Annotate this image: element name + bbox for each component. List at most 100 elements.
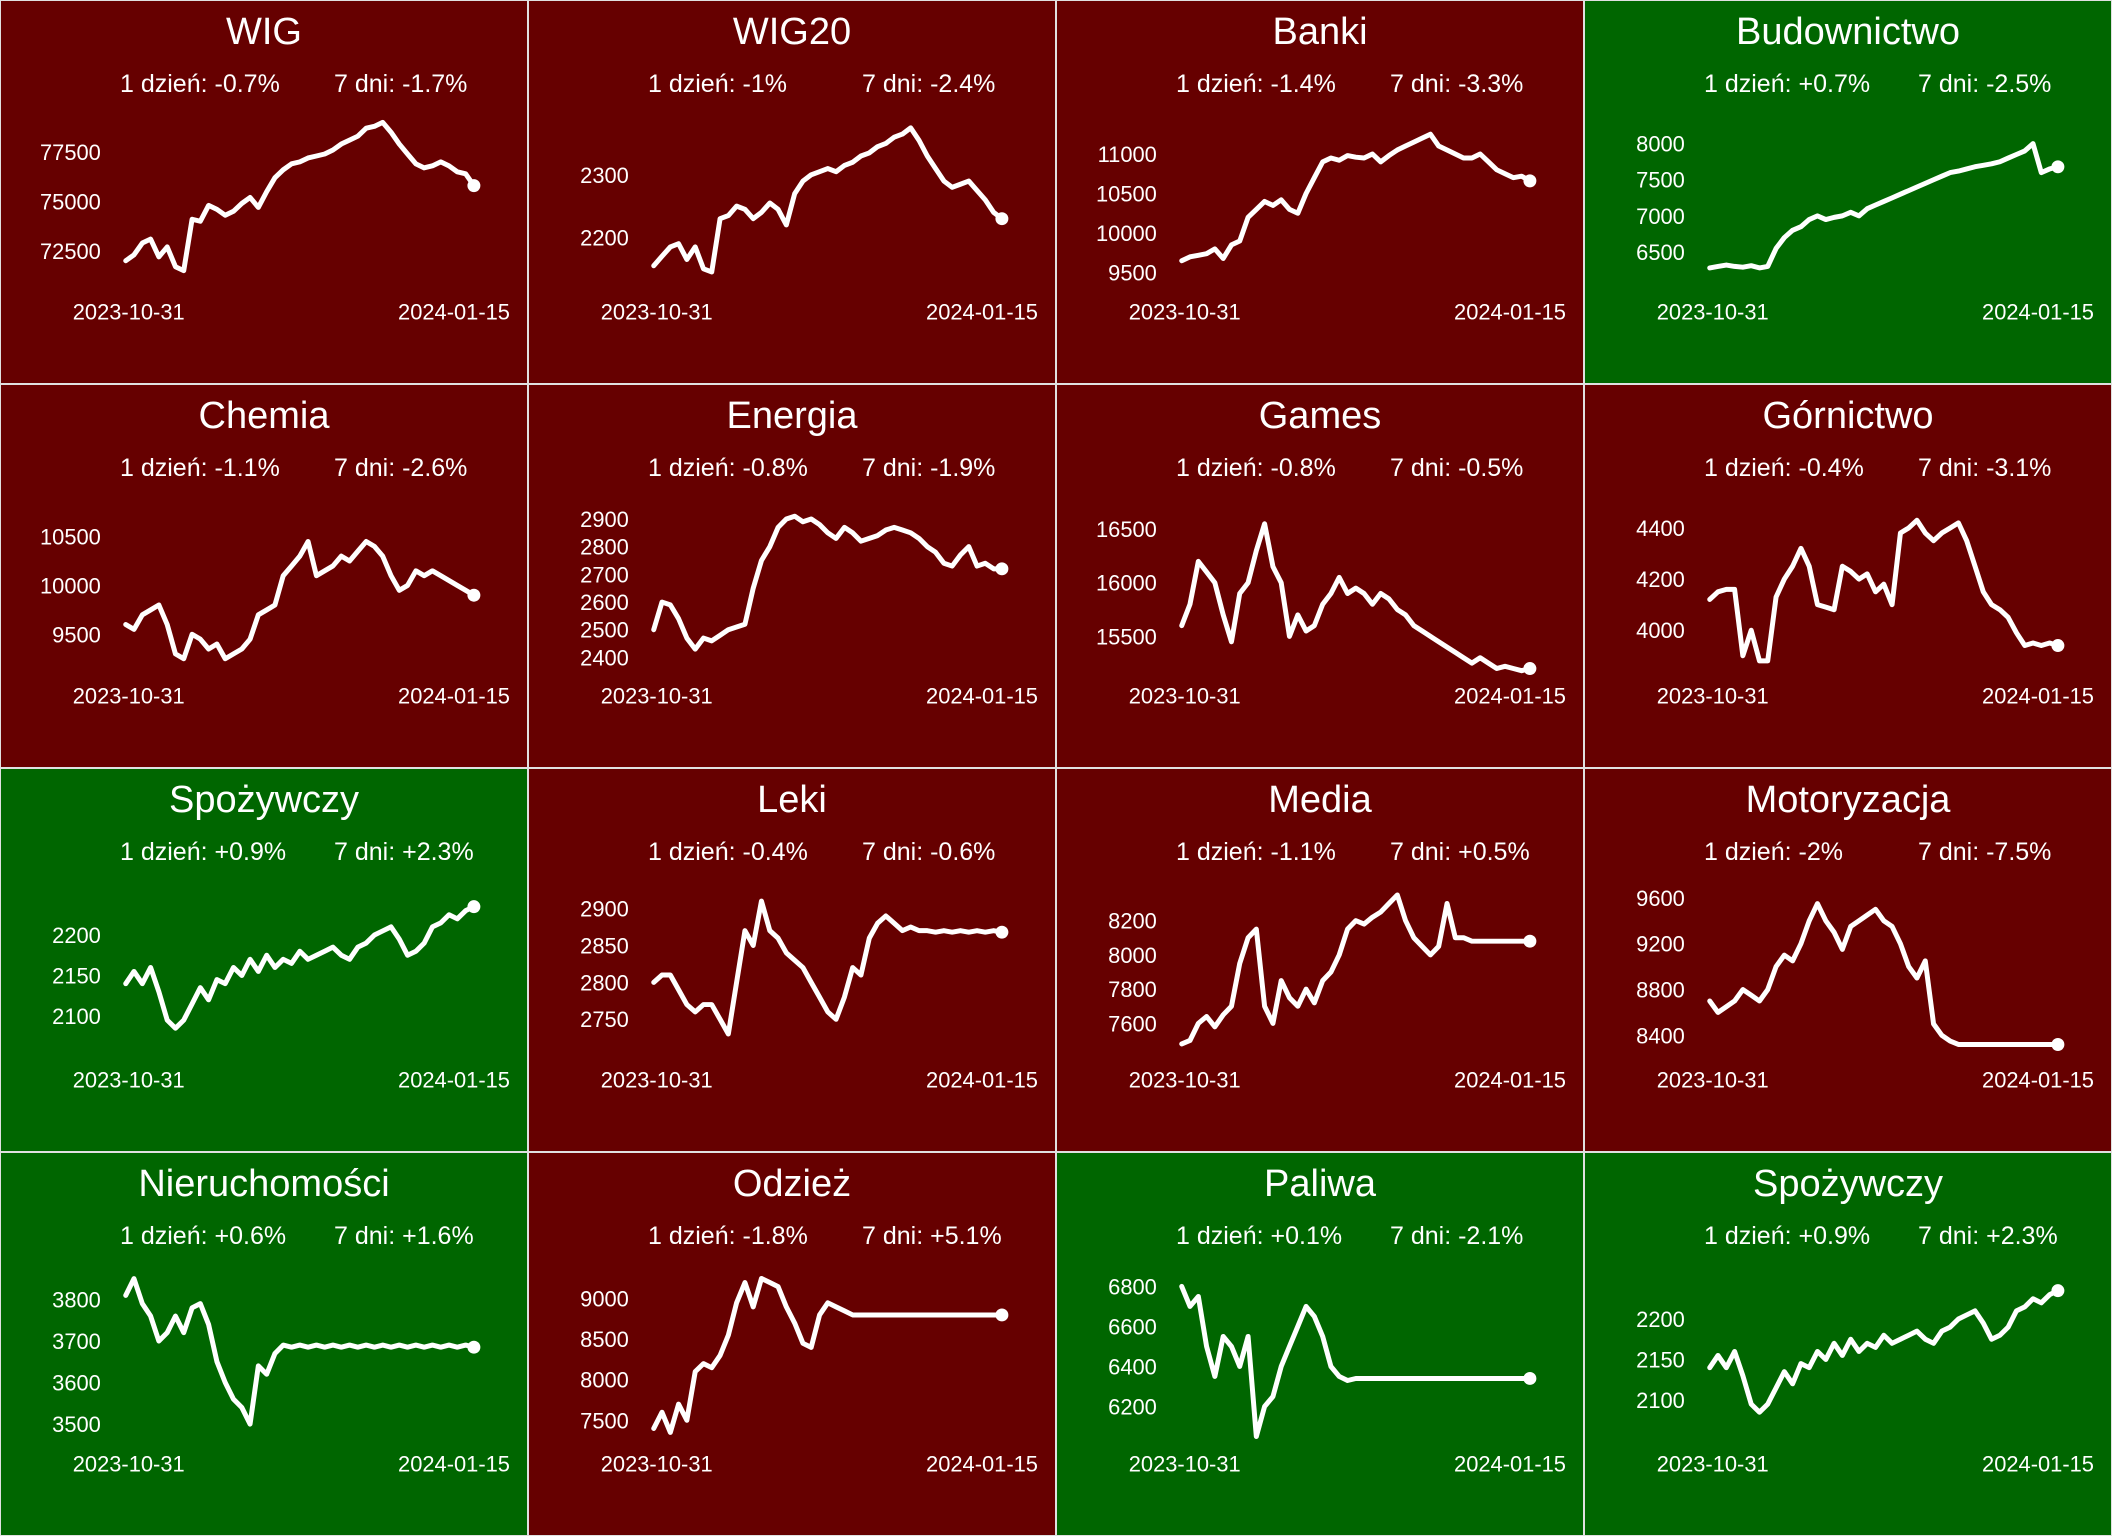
sector-panel: Media 1 dzień: -1.1% 7 dni: +0.5% 7600 7800 8… [1056, 768, 1584, 1152]
sector-panel: Leki 1 dzień: -0.4% 7 dni: -0.6% 2750 2800 28… [528, 768, 1056, 1152]
y-tick-label: 11000 [1098, 142, 1157, 167]
y-tick-label: 2200 [580, 225, 629, 250]
x-start-label: 2023-10-31 [601, 1451, 713, 1476]
series-line [651, 1275, 1005, 1435]
x-start-label: 2023-10-31 [1129, 683, 1241, 708]
last-point-marker [1523, 174, 1537, 188]
day-change: 1 dzień: -1.4% [1176, 70, 1336, 98]
y-tick-label: 4200 [1636, 567, 1685, 592]
y-tick-label: 6200 [1108, 1394, 1157, 1419]
y-tick-label: 2750 [580, 1007, 629, 1032]
line-chart: 6500 7000 7500 8000 2023-10-31 2024-01-15 [1636, 132, 2094, 325]
line-chart: 2750 2800 2850 2900 2023-10-31 2024-01-15 [580, 896, 1038, 1092]
day-change: 1 dzień: +0.1% [1176, 1222, 1343, 1250]
day-change: 1 dzień: -1.1% [1176, 838, 1336, 866]
y-tick-label: 72500 [40, 239, 101, 264]
line-chart: 4000 4200 4400 2023-10-31 2024-01-15 [1636, 516, 2094, 708]
x-start-label: 2023-10-31 [601, 299, 713, 324]
x-start-label: 2023-10-31 [1657, 299, 1769, 324]
sector-panel: Games 1 dzień: -0.8% 7 dni: -0.5% 15500 1600… [1056, 384, 1584, 768]
last-point-marker [1523, 662, 1537, 675]
day-change: 1 dzień: +0.9% [1704, 1222, 1871, 1250]
panel-title: Budownictwo [1736, 11, 1960, 53]
week-change: 7 dni: +2.3% [334, 838, 474, 866]
series-line [1179, 1283, 1533, 1440]
y-tick-label: 2900 [580, 896, 629, 921]
panel-title: Górnictwo [1762, 395, 1934, 437]
panel-title: Nieruchomości [138, 1163, 390, 1205]
x-start-label: 2023-10-31 [601, 1067, 713, 1092]
day-change: 1 dzień: -0.4% [648, 838, 808, 866]
series-line [1707, 901, 2061, 1047]
x-end-label: 2024-01-15 [1982, 683, 2094, 708]
x-end-label: 2024-01-15 [926, 1067, 1038, 1092]
x-start-label: 2023-10-31 [73, 299, 185, 324]
y-tick-label: 9000 [580, 1287, 629, 1312]
last-point-marker [467, 588, 481, 602]
line-chart: 2100 2150 2200 2023-10-31 2024-01-15 [52, 900, 510, 1092]
week-change: 7 dni: +1.6% [334, 1222, 474, 1250]
y-tick-label: 8200 [1108, 909, 1157, 934]
panel-title: WIG [226, 11, 302, 53]
week-change: 7 dni: -3.3% [1390, 70, 1524, 98]
y-tick-label: 8000 [1636, 132, 1685, 157]
x-start-label: 2023-10-31 [73, 1067, 185, 1092]
last-point-marker [467, 1340, 481, 1354]
series-line [1707, 517, 2061, 664]
y-tick-label: 10000 [1096, 221, 1157, 246]
series-line [123, 1276, 477, 1427]
panel-title: Motoryzacja [1745, 779, 1951, 821]
line-chart: 15500 16000 16500 2023-10-31 2024-01-15 [1096, 517, 1566, 708]
x-end-label: 2024-01-15 [926, 299, 1038, 324]
x-start-label: 2023-10-31 [1657, 1451, 1769, 1476]
x-end-label: 2024-01-15 [926, 1451, 1038, 1476]
panel-title: WIG20 [732, 11, 852, 53]
week-change: 7 dni: -2.5% [1918, 70, 2052, 98]
y-tick-label: 7500 [1636, 168, 1685, 193]
y-tick-label: 10500 [40, 525, 101, 550]
series-line [123, 538, 477, 662]
y-tick-label: 2300 [580, 163, 629, 188]
week-change: 7 dni: -3.1% [1918, 454, 2052, 482]
day-change: 1 dzień: -0.7% [120, 70, 280, 98]
x-end-label: 2024-01-15 [1454, 1451, 1566, 1476]
y-tick-label: 8400 [1636, 1023, 1685, 1048]
y-tick-label: 2150 [1636, 1347, 1685, 1372]
y-tick-label: 6400 [1108, 1354, 1157, 1379]
y-tick-label: 7000 [1636, 204, 1685, 229]
week-change: 7 dni: -2.6% [334, 454, 468, 482]
x-start-label: 2023-10-31 [1657, 683, 1769, 708]
last-point-marker [995, 1308, 1009, 1322]
y-tick-label: 7500 [580, 1408, 629, 1433]
sector-panel: Spożywczy 1 dzień: +0.9% 7 dni: +2.3% 2100 2… [0, 768, 528, 1152]
line-chart: 7500 8000 8500 9000 2023-10-31 2024-01-15 [580, 1275, 1038, 1476]
sector-panel: Banki 1 dzień: -1.4% 7 dni: -3.3% 9500 10000… [1056, 0, 1584, 384]
y-tick-label: 2150 [52, 963, 101, 988]
x-end-label: 2024-01-15 [398, 1451, 510, 1476]
series-line [123, 119, 477, 274]
x-end-label: 2024-01-15 [1454, 1067, 1566, 1092]
y-tick-label: 2100 [1636, 1388, 1685, 1413]
panel-title: Odzież [732, 1163, 852, 1205]
panel-title: Energia [726, 395, 858, 437]
sector-panel: Chemia 1 dzień: -1.1% 7 dni: -2.6% 9500 1000… [0, 384, 528, 768]
day-change: 1 dzień: -0.8% [648, 454, 808, 482]
y-tick-label: 15500 [1096, 624, 1157, 649]
x-end-label: 2024-01-15 [1982, 299, 2094, 324]
panel-title: Spożywczy [1752, 1163, 1944, 1205]
last-point-marker [2051, 1038, 2065, 1051]
last-point-marker [467, 179, 481, 193]
y-tick-label: 8800 [1636, 977, 1685, 1002]
panel-title: Banki [1272, 11, 1368, 53]
week-change: 7 dni: -1.9% [862, 454, 996, 482]
y-tick-label: 9600 [1636, 886, 1685, 911]
day-change: 1 dzień: +0.6% [120, 1222, 287, 1250]
sector-panel: Motoryzacja 1 dzień: -2% 7 dni: -7.5% 8400 8… [1584, 768, 2112, 1152]
y-tick-label: 9500 [52, 622, 101, 647]
y-tick-label: 2850 [580, 933, 629, 958]
x-start-label: 2023-10-31 [1129, 299, 1241, 324]
last-point-marker [995, 562, 1009, 576]
line-chart: 9500 10000 10500 2023-10-31 2024-01-15 [40, 525, 510, 709]
y-tick-label: 4000 [1636, 618, 1685, 643]
y-tick-label: 2200 [52, 923, 101, 948]
